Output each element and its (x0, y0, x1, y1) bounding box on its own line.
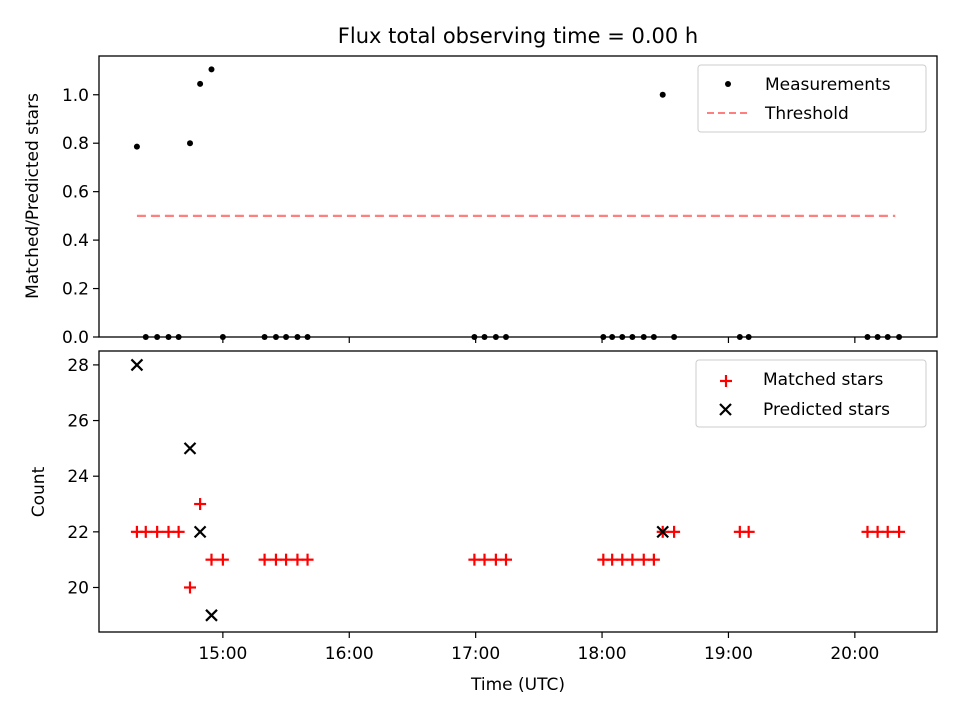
matched-star-point (871, 525, 884, 538)
bottom-panel-marks (130, 358, 906, 622)
legend-threshold-label: Threshold (764, 104, 849, 124)
measurement-point (197, 80, 204, 87)
bottom-y-axis-label: Count (29, 466, 49, 517)
measurement-point (208, 66, 215, 73)
y-tick-label: 1.0 (62, 86, 89, 106)
matched-star-point (742, 525, 755, 538)
legend-measurements-label: Measurements (765, 75, 891, 95)
x-tick-label: 17:00 (451, 644, 500, 664)
x-tick-label: 18:00 (578, 644, 627, 664)
matched-star-point (151, 525, 164, 538)
matched-star-point (301, 553, 314, 566)
matched-star-point (205, 553, 218, 566)
matched-star-point (162, 525, 175, 538)
matched-star-point (861, 525, 874, 538)
predicted-star-point (193, 525, 207, 539)
chart-title: Flux total observing time = 0.00 h (338, 24, 698, 48)
matched-star-point (647, 553, 660, 566)
measurement-point (133, 143, 140, 150)
x-tick-label: 20:00 (830, 644, 879, 664)
matched-star-point (637, 553, 650, 566)
matched-star-point (893, 525, 906, 538)
y-tick-label: 20 (67, 578, 89, 598)
top-y-axis-label: Matched/Predicted stars (23, 93, 43, 299)
matched-star-point (172, 525, 185, 538)
matched-star-point (216, 553, 229, 566)
x-tick-label: 15:00 (198, 644, 247, 664)
matched-star-point (258, 553, 271, 566)
legend-predicted-marker (719, 403, 732, 416)
matched-star-point (499, 553, 512, 566)
y-tick-label: 22 (67, 523, 89, 543)
predicted-star-point (656, 525, 670, 539)
matched-star-point (478, 553, 491, 566)
top-panel-frame (98, 55, 938, 338)
bottom-panel-frame (98, 350, 938, 633)
measurement-point (659, 91, 666, 98)
y-tick-label: 28 (67, 356, 89, 376)
x-axis-label: Time (UTC) (470, 675, 565, 695)
matched-star-point (489, 553, 502, 566)
matched-star-point (881, 525, 894, 538)
y-tick-label: 0.0 (62, 328, 89, 348)
x-tick-label: 16:00 (325, 644, 374, 664)
matched-star-point (194, 498, 207, 511)
legend-matched-label: Matched stars (763, 370, 883, 390)
measurement-point (187, 140, 194, 147)
matched-star-point (616, 553, 629, 566)
bottom-legend: Matched stars Predicted stars (695, 359, 927, 428)
matched-star-point (269, 553, 282, 566)
matched-star-point (626, 553, 639, 566)
matched-star-point (668, 525, 681, 538)
y-tick-label: 0.4 (62, 231, 89, 251)
legend-predicted-label: Predicted stars (763, 400, 890, 420)
matched-star-point (606, 553, 619, 566)
legend-measurements-marker (725, 81, 731, 87)
y-tick-label: 0.6 (62, 183, 89, 203)
predicted-star-point (205, 609, 218, 622)
predicted-star-point (183, 442, 197, 455)
predicted-star-point (130, 358, 144, 372)
x-tick-label: 19:00 (704, 644, 753, 664)
matched-star-point (468, 553, 481, 566)
top-panel-ticks: 0.0 0.2 0.4 0.6 0.8 1.0 (62, 86, 856, 348)
matched-star-point (280, 553, 293, 566)
bottom-panel-ticks: 20 22 24 26 28 15:00 16:00 17:00 18:00 19:00 20:00 (67, 356, 879, 664)
y-tick-label: 0.8 (62, 134, 89, 154)
top-legend: Measurements Threshold (697, 64, 927, 133)
y-tick-label: 26 (67, 412, 89, 432)
matched-star-point (184, 581, 197, 594)
matched-star-point (291, 553, 304, 566)
matched-star-point (139, 525, 152, 538)
y-tick-label: 24 (67, 467, 89, 487)
legend-matched-marker (720, 375, 732, 387)
y-tick-label: 0.2 (62, 280, 89, 300)
